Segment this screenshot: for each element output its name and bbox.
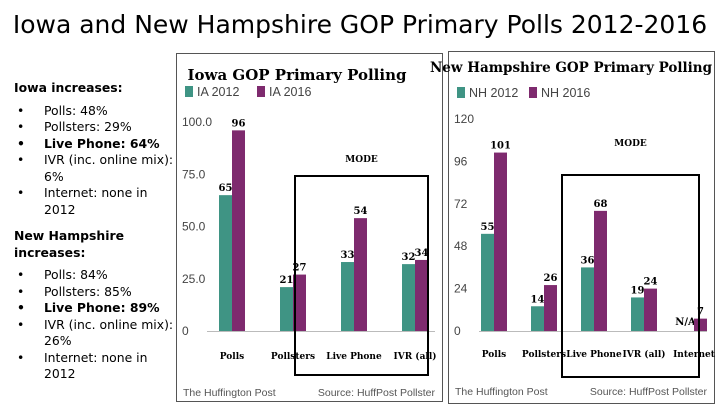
bar bbox=[531, 306, 544, 331]
y-tick-label: 24 bbox=[454, 282, 468, 296]
notes-item: Live Phone: 89% bbox=[14, 300, 179, 317]
x-tick-label: Internet bbox=[673, 350, 716, 360]
data-label: 101 bbox=[490, 141, 511, 152]
x-tick-label: Pollsters bbox=[271, 352, 315, 362]
notes-header: Iowa increases: bbox=[14, 80, 123, 95]
notes-item: Pollsters: 29% bbox=[14, 119, 179, 136]
mode-annotation: MODE bbox=[614, 139, 647, 149]
legend-label: IA 2012 bbox=[197, 85, 239, 99]
y-tick-label: 0 bbox=[454, 324, 461, 338]
bar bbox=[644, 288, 657, 331]
notes-item: Polls: 84% bbox=[14, 267, 179, 284]
legend-swatch bbox=[257, 86, 265, 97]
bar bbox=[631, 297, 644, 331]
data-label: 54 bbox=[354, 206, 368, 217]
legend-label: NH 2016 bbox=[541, 86, 590, 100]
y-tick-label: 96 bbox=[454, 154, 468, 168]
iowa-chart-panel: Iowa GOP Primary Polling IA 2012 IA 2016 0 2… bbox=[176, 53, 498, 402]
data-label: 33 bbox=[341, 250, 355, 261]
notes-panel: Iowa increases: Polls: 48% Pollsters: 29… bbox=[14, 80, 179, 393]
notes-item: Live Phone: 64% bbox=[14, 136, 179, 153]
data-label: 21 bbox=[280, 275, 294, 286]
data-label: 65 bbox=[219, 183, 233, 194]
bar bbox=[341, 262, 354, 331]
bar bbox=[219, 195, 232, 331]
bar bbox=[354, 218, 367, 331]
x-tick-label: IVR (all) bbox=[623, 349, 666, 360]
bar bbox=[415, 259, 428, 331]
data-label: 27 bbox=[293, 263, 307, 274]
data-label: N/A bbox=[675, 317, 696, 328]
bar bbox=[581, 267, 594, 331]
bar bbox=[544, 285, 557, 331]
data-label: 68 bbox=[594, 199, 608, 210]
notes-item: IVR (inc. online mix): 26% bbox=[14, 317, 179, 350]
notes-list: Polls: 84% Pollsters: 85% Live Phone: 89… bbox=[14, 267, 179, 383]
mode-annotation: MODE bbox=[345, 155, 378, 165]
notes-item: Internet: none in 2012 bbox=[14, 185, 179, 218]
y-tick-label: 120 bbox=[454, 112, 474, 126]
data-label: 96 bbox=[232, 118, 246, 129]
legend-swatch bbox=[457, 87, 465, 98]
data-label: 7 bbox=[697, 307, 704, 318]
footer-left: The Huffington Post bbox=[455, 386, 548, 398]
bar bbox=[494, 152, 507, 331]
y-tick-label: 48 bbox=[454, 239, 468, 253]
chart-title: Iowa GOP Primary Polling bbox=[188, 66, 407, 84]
notes-section-new-hampshire: New Hampshire increases: Polls: 84% Poll… bbox=[14, 228, 179, 383]
data-label: 19 bbox=[631, 285, 645, 296]
data-label: 55 bbox=[481, 222, 495, 233]
data-label: 14 bbox=[531, 294, 545, 305]
bar bbox=[694, 318, 707, 331]
chart-title: New Hampshire GOP Primary Polling bbox=[430, 60, 713, 76]
notes-header: New Hampshire increases: bbox=[14, 228, 125, 260]
x-tick-label: Pollsters bbox=[522, 350, 566, 360]
bar bbox=[481, 233, 494, 331]
y-tick-label: 75.0 bbox=[182, 167, 206, 181]
notes-item: Pollsters: 85% bbox=[14, 284, 179, 301]
x-tick-label: Polls bbox=[482, 350, 506, 360]
x-tick-label: Live Phone bbox=[566, 350, 622, 360]
y-tick-label: 50.0 bbox=[182, 220, 206, 234]
legend-label: NH 2012 bbox=[469, 86, 518, 100]
bar bbox=[293, 274, 306, 331]
mode-box bbox=[294, 175, 429, 376]
bar bbox=[280, 287, 293, 331]
data-label: 34 bbox=[415, 248, 429, 259]
x-tick-label: Live Phone bbox=[326, 352, 382, 362]
x-tick-label: IVR (all) bbox=[394, 351, 437, 362]
y-tick-label: 25.0 bbox=[182, 272, 206, 286]
y-tick-label: 0 bbox=[182, 324, 189, 338]
y-tick-label: 72 bbox=[454, 197, 468, 211]
data-label: 36 bbox=[581, 255, 595, 266]
new-hampshire-chart-panel: New Hampshire GOP Primary Polling NH 2012… bbox=[430, 51, 716, 404]
page-title: Iowa and New Hampshire GOP Primary Polls… bbox=[12, 10, 708, 39]
bar bbox=[402, 264, 415, 331]
data-label: 32 bbox=[402, 252, 416, 263]
footer-right: Source: HuffPost Pollster bbox=[318, 387, 436, 399]
bar bbox=[232, 130, 245, 331]
legend-swatch bbox=[529, 87, 537, 98]
bar bbox=[594, 210, 607, 331]
notes-item: Internet: none in 2012 bbox=[14, 350, 179, 383]
notes-item: IVR (inc. online mix): 6% bbox=[14, 152, 179, 185]
x-tick-label: Polls bbox=[220, 352, 244, 362]
data-label: 24 bbox=[644, 277, 658, 288]
y-tick-label: 100.0 bbox=[182, 115, 212, 129]
footer-right: Source: HuffPost Pollster bbox=[590, 386, 708, 398]
mode-box bbox=[561, 174, 700, 378]
legend-swatch bbox=[185, 86, 193, 97]
data-label: 26 bbox=[544, 273, 558, 284]
footer-left: The Huffington Post bbox=[183, 387, 276, 399]
notes-list: Polls: 48% Pollsters: 29% Live Phone: 64… bbox=[14, 103, 179, 219]
notes-item: Polls: 48% bbox=[14, 103, 179, 120]
legend-label: IA 2016 bbox=[269, 85, 311, 99]
new-hampshire-chart: New Hampshire GOP Primary Polling NH 2012… bbox=[430, 60, 716, 398]
notes-section-iowa: Iowa increases: Polls: 48% Pollsters: 29… bbox=[14, 80, 179, 218]
